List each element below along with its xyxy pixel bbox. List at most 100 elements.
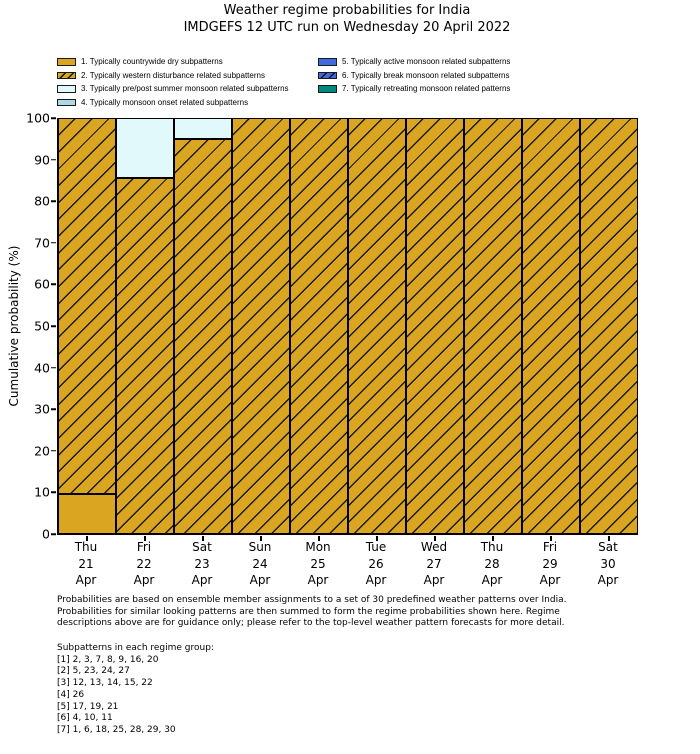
plot-area bbox=[57, 118, 638, 541]
legend-item: 3. Typically pre/post summer monsoon rel… bbox=[57, 82, 289, 96]
legend-item: 7. Typically retreating monsoon related … bbox=[318, 82, 510, 96]
legend-item: 1. Typically countrywide dry subpatterns bbox=[57, 55, 289, 69]
bar-segment bbox=[522, 118, 580, 534]
bar-segment bbox=[406, 118, 464, 534]
y-tick-label: 0 bbox=[42, 526, 50, 542]
subpatterns-line: [4] 26 bbox=[57, 689, 85, 700]
legend-swatch bbox=[57, 98, 76, 107]
legend-item: 2. Typically western disturbance related… bbox=[57, 69, 289, 83]
x-tick-label-line: Fri bbox=[136, 540, 152, 554]
x-tick-mark bbox=[434, 535, 436, 541]
legend-label: 3. Typically pre/post summer monsoon rel… bbox=[81, 84, 289, 94]
bar-segment bbox=[232, 118, 290, 534]
y-tick-label: 10 bbox=[34, 484, 50, 500]
x-tick-label-line: Apr bbox=[365, 573, 387, 587]
x-tick-mark bbox=[144, 535, 146, 541]
x-tick-label: Thu 28 Apr bbox=[463, 539, 521, 589]
x-tick-mark bbox=[86, 535, 88, 541]
x-tick-label: Sat 23 Apr bbox=[173, 539, 231, 589]
x-tick-label-line: Apr bbox=[423, 573, 445, 587]
bar-segment bbox=[464, 118, 522, 534]
chart-title-line2: IMDGEFS 12 UTC run on Wednesday 20 April… bbox=[183, 20, 511, 35]
x-tick-label-line: Thu bbox=[74, 540, 98, 554]
bar-segment bbox=[348, 118, 406, 534]
x-tick-label-line: 30 bbox=[600, 556, 616, 571]
bar bbox=[232, 118, 290, 534]
legend-swatch bbox=[318, 71, 337, 80]
subpatterns-line: [2] 5, 23, 24, 27 bbox=[57, 666, 130, 677]
x-tick-label-line: Apr bbox=[597, 573, 619, 587]
bar-segment bbox=[290, 118, 348, 534]
subpatterns-heading: Subpatterns in each regime group: bbox=[57, 643, 214, 653]
x-tick-mark bbox=[202, 535, 204, 541]
legend-swatch bbox=[57, 58, 76, 66]
bar-segment bbox=[174, 118, 232, 139]
x-tick-label-line: 29 bbox=[542, 556, 558, 571]
x-tick-mark bbox=[608, 535, 610, 541]
subpatterns-line: [5] 17, 19, 21 bbox=[57, 701, 119, 712]
x-tick-label-line: Tue bbox=[365, 540, 387, 554]
legend-column-left: 1. Typically countrywide dry subpatterns… bbox=[57, 55, 289, 109]
y-tick-mark bbox=[51, 242, 56, 244]
bar-segment bbox=[58, 118, 116, 495]
x-tick-label: Wed 27 Apr bbox=[405, 539, 463, 589]
x-tick-label-line: Thu bbox=[480, 540, 504, 554]
bar-segment bbox=[174, 138, 232, 534]
legend-swatch bbox=[57, 71, 76, 80]
x-tick-label-line: Apr bbox=[75, 573, 97, 587]
x-tick-label-line: Sun bbox=[248, 540, 272, 554]
bar bbox=[174, 118, 232, 534]
y-tick-label: 80 bbox=[34, 193, 50, 209]
bar bbox=[348, 118, 406, 534]
chart-title-line1: Weather regime probabilities for India bbox=[223, 3, 471, 18]
legend-label: 5. Typically active monsoon related subp… bbox=[342, 57, 511, 67]
x-tick-label-line: Mon bbox=[305, 540, 331, 554]
y-tick-mark bbox=[51, 158, 56, 161]
bar bbox=[290, 118, 348, 534]
legend-swatch bbox=[57, 85, 76, 93]
x-tick-mark bbox=[260, 535, 262, 541]
x-tick-label: Sat 30 Apr bbox=[579, 539, 637, 589]
y-tick-mark bbox=[51, 200, 56, 202]
bar-segment bbox=[116, 178, 174, 534]
legend-label: 4. Typically monsoon onset related subpa… bbox=[81, 98, 249, 108]
subpatterns-list: Subpatterns in each regime group: [1] 2,… bbox=[57, 643, 214, 737]
x-tick-label-line: Wed bbox=[420, 540, 448, 554]
subpatterns-line: [6] 4, 10, 11 bbox=[57, 713, 113, 724]
x-tick-label-line: 22 bbox=[136, 556, 152, 571]
x-tick-label-line: 24 bbox=[252, 556, 268, 571]
y-tick-label: 20 bbox=[34, 443, 50, 459]
x-tick-label-line: 23 bbox=[194, 556, 210, 571]
bar bbox=[116, 118, 174, 534]
y-tick-mark bbox=[51, 408, 56, 410]
bar-segment bbox=[116, 118, 174, 179]
bar bbox=[406, 118, 464, 534]
y-tick-label: 50 bbox=[34, 318, 50, 334]
x-tick-mark bbox=[550, 535, 552, 541]
y-tick-mark bbox=[51, 533, 56, 535]
x-tick-label: Fri 22 Apr bbox=[115, 539, 173, 589]
x-tick-mark bbox=[376, 535, 378, 541]
x-tick-label-line: Sat bbox=[192, 540, 212, 554]
bar bbox=[58, 118, 116, 534]
legend-label: 6. Typically break monsoon related subpa… bbox=[342, 70, 510, 80]
y-tick-label: 40 bbox=[34, 360, 50, 376]
bar bbox=[464, 118, 522, 534]
legend-item: 5. Typically active monsoon related subp… bbox=[318, 55, 510, 69]
x-tick-label: Mon 25 Apr bbox=[289, 539, 347, 589]
legend-label: 1. Typically countrywide dry subpatterns bbox=[81, 57, 223, 67]
legend-item: 6. Typically break monsoon related subpa… bbox=[318, 69, 510, 83]
legend-label: 7. Typically retreating monsoon related … bbox=[342, 84, 511, 94]
y-axis: 0 10 20 30 40 50 60 70 80 90 100 bbox=[0, 111, 56, 542]
legend-swatch bbox=[318, 58, 337, 66]
x-tick-label-line: Apr bbox=[539, 573, 561, 587]
y-tick-mark bbox=[51, 325, 56, 327]
legend-label: 2. Typically western disturbance related… bbox=[81, 70, 265, 80]
footer-line: descriptions above are for guidance only… bbox=[57, 618, 565, 629]
x-tick-label: Tue 26 Apr bbox=[347, 539, 405, 589]
x-tick-label-line: 27 bbox=[426, 556, 442, 571]
y-tick-mark bbox=[51, 117, 56, 119]
x-tick-label-line: 21 bbox=[78, 556, 94, 571]
x-tick-label-line: Apr bbox=[307, 573, 329, 587]
